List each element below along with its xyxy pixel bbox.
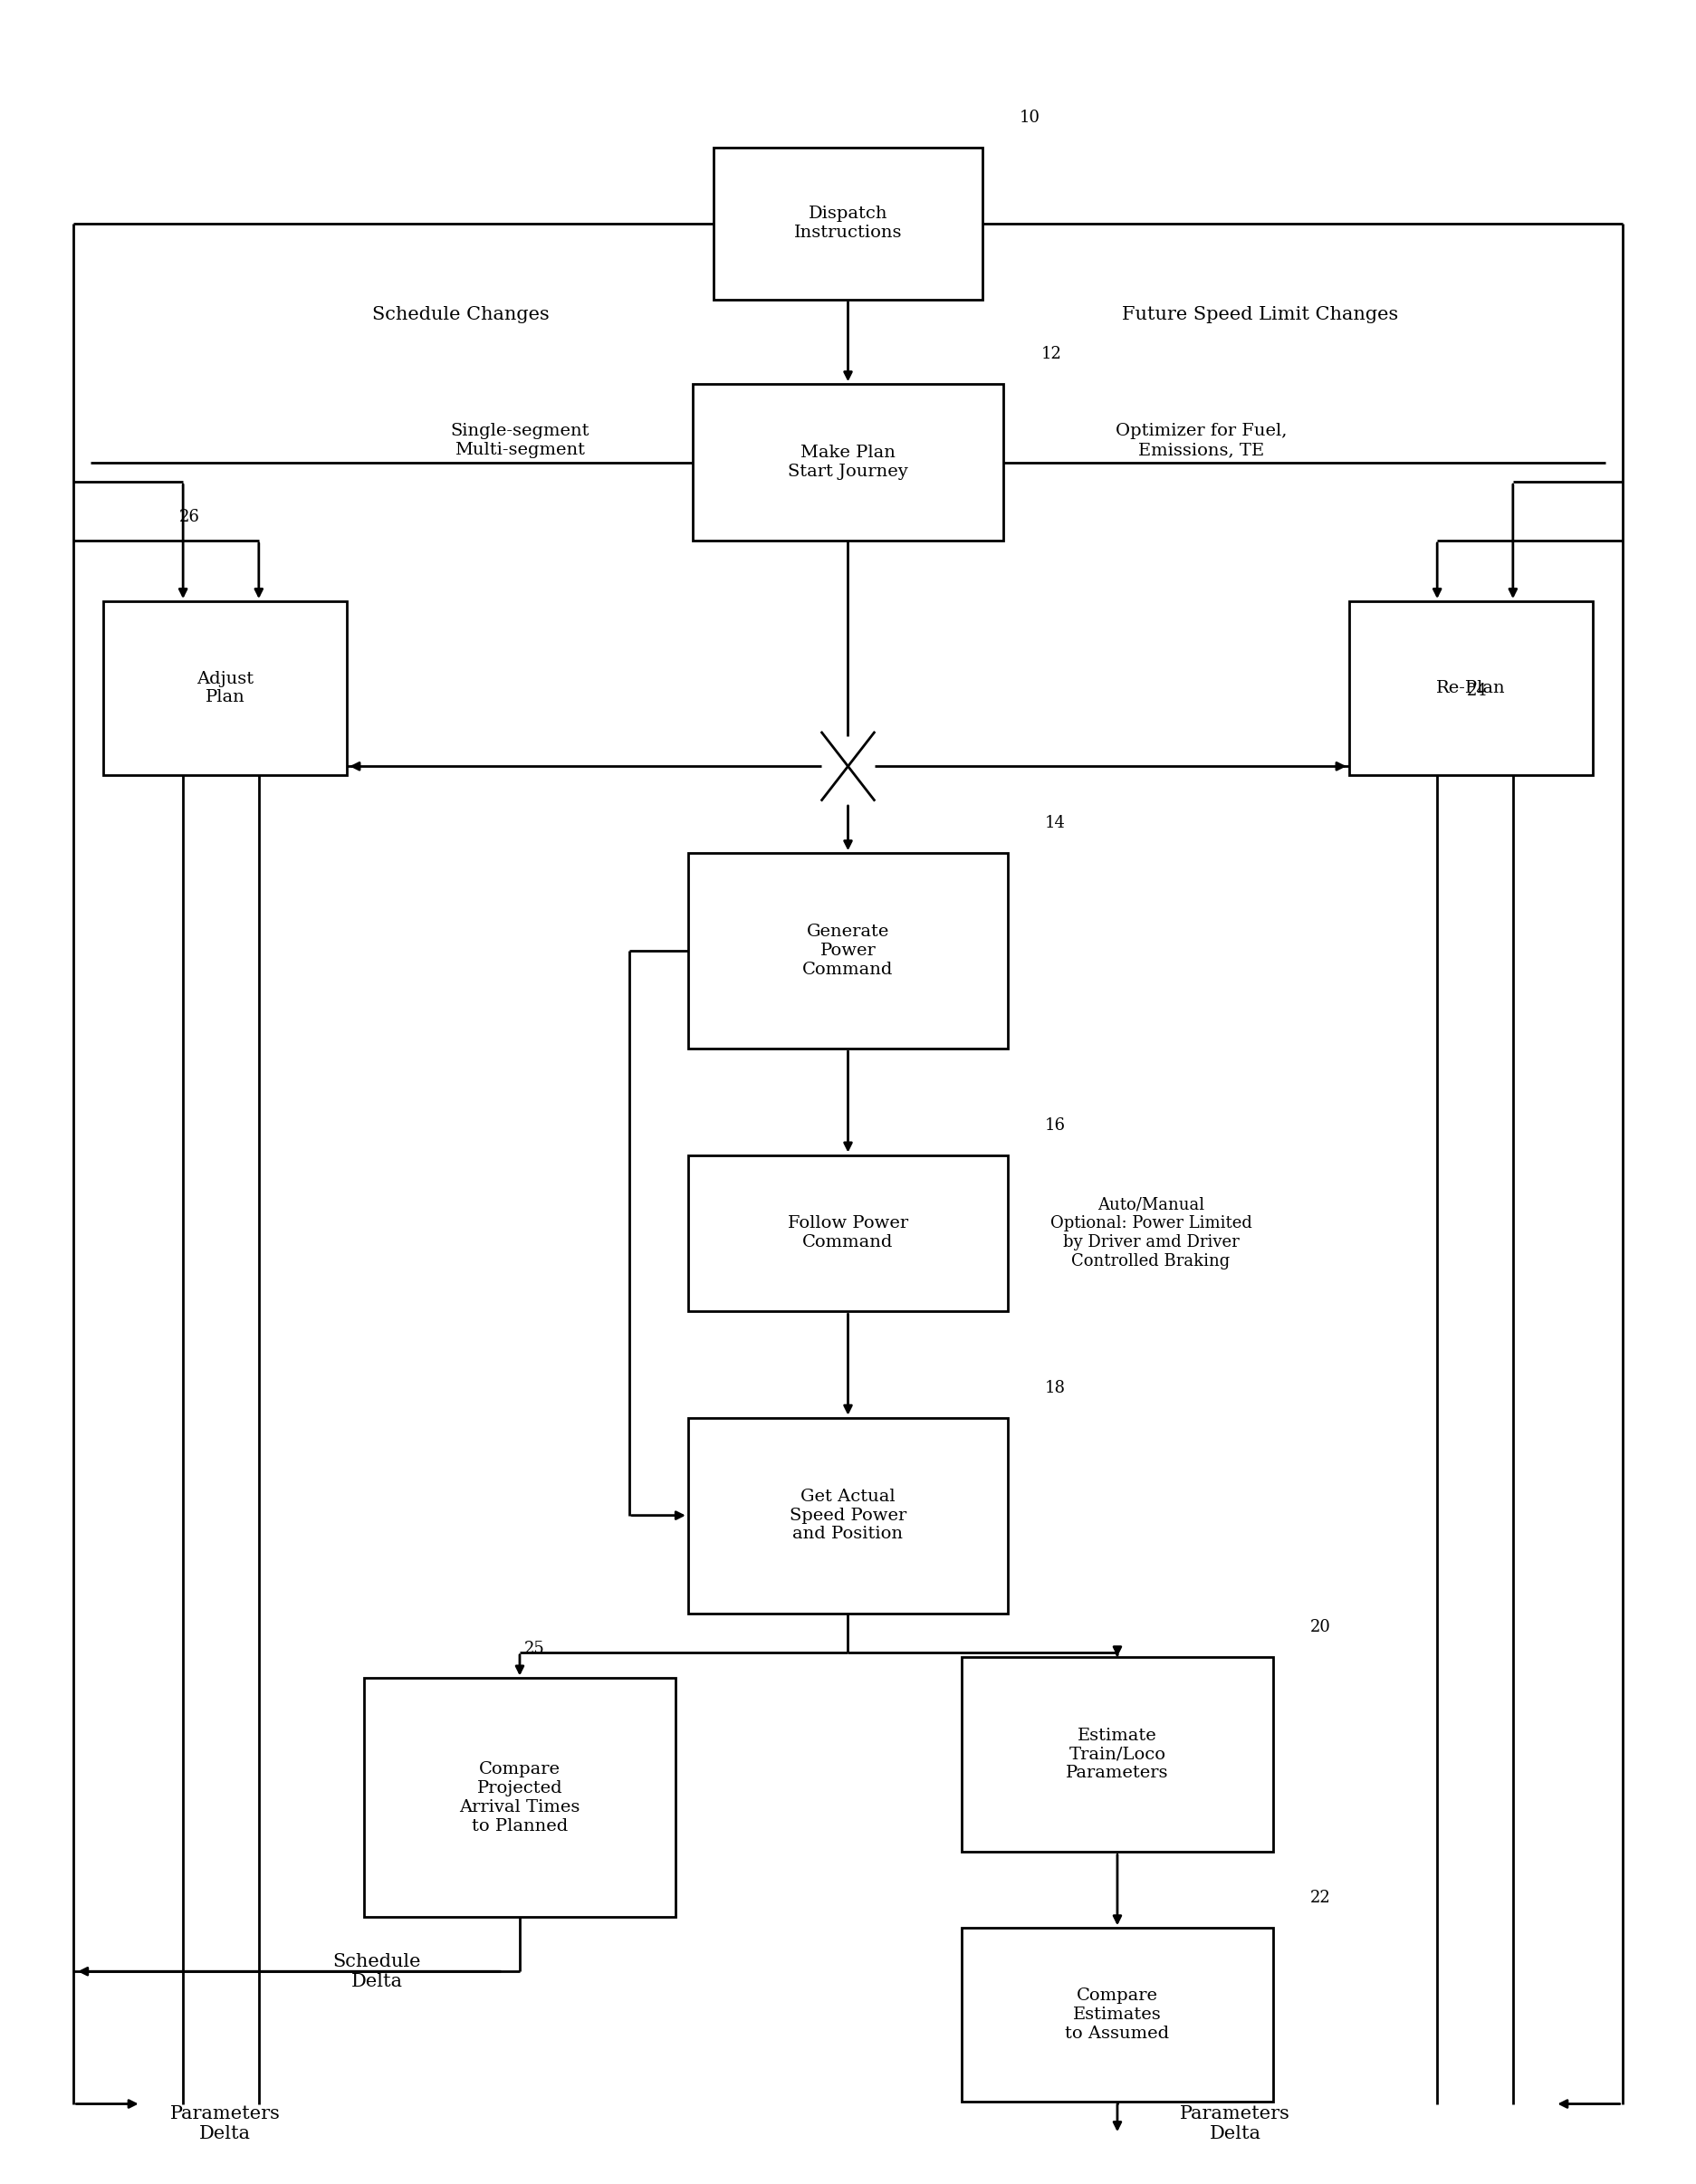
Bar [365, 1677, 675, 1918]
Text: Get Actual
Speed Power
and Position: Get Actual Speed Power and Position [789, 1489, 907, 1542]
Text: Follow Power
Command: Follow Power Command [787, 1216, 909, 1251]
Text: 24: 24 [1467, 684, 1487, 699]
Text: Make Plan
Start Journey: Make Plan Start Journey [789, 446, 907, 480]
Bar [962, 1658, 1274, 1852]
Text: Optimizer for Fuel,
Emissions, TE: Optimizer for Fuel, Emissions, TE [1116, 424, 1287, 459]
Text: Compare
Estimates
to Assumed: Compare Estimates to Assumed [1065, 1987, 1170, 2042]
Text: 26: 26 [178, 509, 200, 526]
Text: Generate
Power
Command: Generate Power Command [802, 924, 894, 978]
Bar [962, 1928, 1274, 2101]
Text: 14: 14 [1045, 815, 1065, 832]
Bar [103, 601, 348, 775]
Text: Auto/Manual
Optional: Power Limited
by Driver amd Driver
Controlled Braking: Auto/Manual Optional: Power Limited by D… [1050, 1197, 1252, 1269]
Text: Schedule Changes: Schedule Changes [371, 306, 550, 323]
Bar [692, 384, 1004, 539]
Text: Estimate
Train/Loco
Parameters: Estimate Train/Loco Parameters [1067, 1728, 1169, 1782]
Text: Parameters
Delta: Parameters Delta [170, 2105, 280, 2143]
Text: Schedule
Delta: Schedule Delta [332, 1952, 421, 1990]
Text: Compare
Projected
Arrival Times
to Planned: Compare Projected Arrival Times to Plann… [460, 1760, 580, 1835]
Bar [1348, 601, 1593, 775]
Bar [689, 854, 1007, 1048]
Bar [714, 149, 982, 299]
Text: Adjust
Plan: Adjust Plan [197, 670, 254, 705]
Text: Future Speed Limit Changes: Future Speed Limit Changes [1123, 306, 1399, 323]
Bar [689, 1417, 1007, 1614]
Text: 22: 22 [1309, 1889, 1331, 1907]
Text: 10: 10 [1019, 109, 1041, 127]
Text: Re-Plan: Re-Plan [1437, 679, 1506, 697]
Text: 18: 18 [1045, 1380, 1065, 1396]
Bar [689, 1155, 1007, 1310]
Text: Parameters
Delta: Parameters Delta [1180, 2105, 1291, 2143]
Text: Single-segment
Multi-segment: Single-segment Multi-segment [449, 424, 589, 459]
Text: 25: 25 [524, 1640, 544, 1658]
Text: Dispatch
Instructions: Dispatch Instructions [794, 205, 902, 240]
Text: 12: 12 [1041, 345, 1062, 363]
Text: 20: 20 [1309, 1618, 1331, 1636]
Text: 16: 16 [1045, 1116, 1065, 1133]
